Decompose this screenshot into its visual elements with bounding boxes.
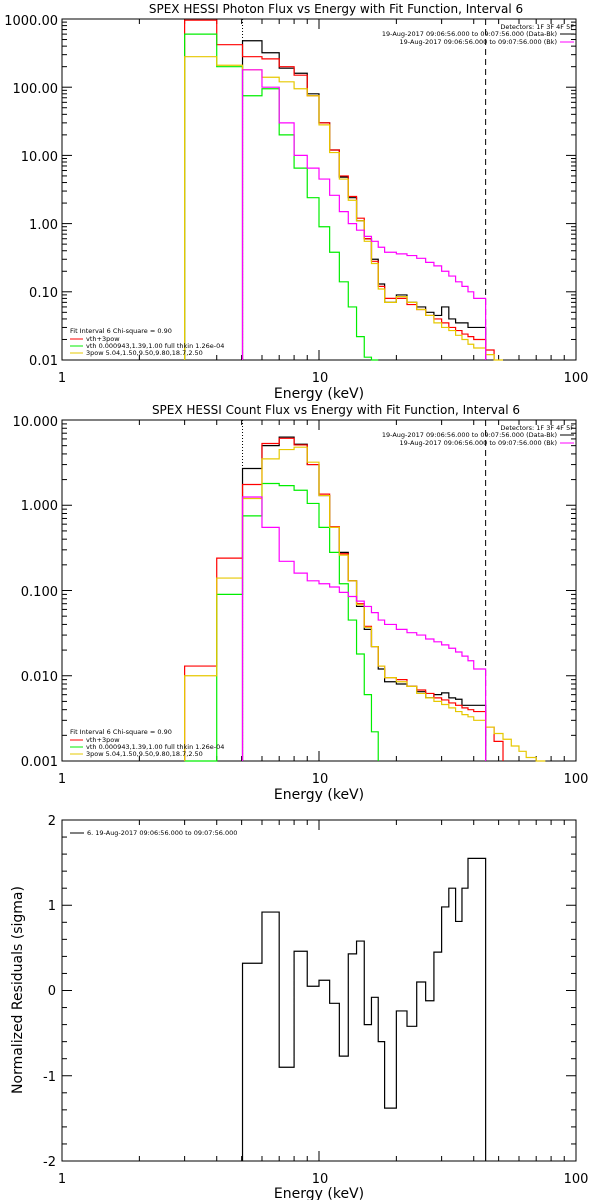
photon-flux-legend-bottom: Fit Interval 6 Chi-square = 0.90 vth+3po… bbox=[70, 327, 224, 357]
residuals-plot-frame bbox=[61, 819, 577, 1162]
count-flux-legend-top: Detectors: 1F 3F 4F 5F 19-Aug-2017 09:06… bbox=[382, 424, 574, 447]
residuals-ytick-label: 2 bbox=[48, 814, 56, 829]
legend-entry-label: 19-Aug-2017 09:06:56.000 to 09:07:56.000… bbox=[382, 30, 557, 38]
photon-flux-xaxis-label: Energy (keV) bbox=[274, 386, 364, 402]
count-flux-ytick-label: 0.100 bbox=[21, 585, 58, 600]
residuals-xaxis-label: Energy (keV) bbox=[274, 1186, 364, 1200]
photon-flux-legend-top: Detectors: 1F 3F 4F 5F 19-Aug-2017 09:06… bbox=[382, 23, 574, 46]
count-flux-xaxis-label: Energy (keV) bbox=[274, 787, 364, 803]
residuals-xtick-label: 10 bbox=[312, 1172, 329, 1187]
count-flux-panel: SPEX HESSI Count Flux vs Energy with Fit… bbox=[13, 403, 589, 803]
residuals-legend: 6. 19-Aug-2017 09:06:56.000 to 09:07:56.… bbox=[70, 829, 237, 837]
legend-header: Fit Interval 6 Chi-square = 0.90 bbox=[70, 327, 172, 335]
count-flux-series-line-2 bbox=[184, 482, 379, 762]
photon-flux-ytick-label: 100.00 bbox=[13, 82, 59, 97]
photon-flux-series-line-2 bbox=[184, 33, 379, 361]
count-flux-xtick-label: 10 bbox=[312, 772, 329, 787]
photon-flux-series-line-4 bbox=[241, 69, 487, 360]
photon-flux-series-line-3 bbox=[184, 56, 504, 361]
photon-flux-plot-frame bbox=[61, 18, 577, 361]
photon-flux-ytick-label: 10.00 bbox=[21, 150, 58, 165]
legend-entry-label: 3pow 5.04,1.50,9.50,9.80,18.7,2.50 bbox=[86, 349, 203, 357]
legend-entry-label: vth+3pow bbox=[86, 335, 120, 343]
count-flux-xtick-label: 100 bbox=[564, 772, 589, 787]
residuals-ytick-label: -1 bbox=[43, 1070, 56, 1085]
legend-entry-label: vth 0.000943,1.39,1.00 full thkin 1.26e-… bbox=[86, 743, 224, 751]
residuals-xtick-label: 1 bbox=[58, 1172, 66, 1187]
residuals-ytick-label: 0 bbox=[48, 984, 56, 999]
count-flux-ticks bbox=[61, 419, 577, 762]
photon-flux-xtick-label: 1 bbox=[58, 371, 66, 386]
count-flux-ytick-label: 0.010 bbox=[21, 670, 58, 685]
count-flux-ytick-label: 10.000 bbox=[13, 415, 59, 430]
legend-entry-label: 6. 19-Aug-2017 09:06:56.000 to 09:07:56.… bbox=[87, 829, 237, 837]
photon-flux-panel: SPEX HESSI Photon Flux vs Energy with Fi… bbox=[4, 2, 588, 402]
count-flux-xtick-label: 1 bbox=[58, 772, 66, 787]
photon-flux-series-line-1 bbox=[184, 19, 495, 360]
residuals-series-line-0 bbox=[241, 857, 487, 1161]
count-flux-series-line-4 bbox=[241, 496, 487, 761]
count-flux-ytick-label: 0.001 bbox=[21, 755, 58, 770]
residuals-ticks bbox=[61, 819, 577, 1162]
photon-flux-xtick-label: 10 bbox=[312, 371, 329, 386]
count-flux-legend-bottom: Fit Interval 6 Chi-square = 0.90 vth+3po… bbox=[70, 728, 224, 758]
count-flux-ytick-label: 1.000 bbox=[21, 499, 58, 514]
legend-entry-label: 19-Aug-2017 09:06:56.000 to 09:07:56.000… bbox=[382, 431, 557, 439]
legend-header: Detectors: 1F 3F 4F 5F bbox=[500, 23, 574, 31]
legend-header: Detectors: 1F 3F 4F 5F bbox=[500, 424, 574, 432]
residuals-panel: 1 10 100 -2 -1 0 1 2 Energy (keV) Normal… bbox=[10, 814, 588, 1200]
photon-flux-series bbox=[184, 19, 504, 361]
count-flux-title: SPEX HESSI Count Flux vs Energy with Fit… bbox=[152, 403, 520, 417]
residuals-yaxis-label: Normalized Residuals (sigma) bbox=[10, 886, 26, 1094]
residuals-ytick-label: 1 bbox=[48, 899, 56, 914]
legend-entry-label: vth 0.000943,1.39,1.00 full thkin 1.26e-… bbox=[86, 342, 224, 350]
photon-flux-ytick-label: 1000.00 bbox=[4, 14, 58, 29]
count-flux-series bbox=[184, 436, 546, 762]
legend-entry-label: 19-Aug-2017 09:06:56.000 to 09:07:56.000… bbox=[400, 439, 557, 447]
photon-flux-title: SPEX HESSI Photon Flux vs Energy with Fi… bbox=[149, 2, 523, 16]
residuals-series bbox=[241, 857, 487, 1161]
photon-flux-ytick-label: 1.00 bbox=[29, 218, 58, 233]
photon-flux-ytick-label: 0.10 bbox=[29, 286, 58, 301]
residuals-xtick-label: 100 bbox=[564, 1172, 589, 1187]
count-flux-series-line-1 bbox=[184, 437, 504, 761]
count-flux-reference-lines bbox=[242, 420, 487, 761]
count-flux-series-line-3 bbox=[184, 446, 546, 762]
legend-entry-label: 19-Aug-2017 09:06:56.000 to 09:07:56.000… bbox=[400, 38, 557, 46]
photon-flux-ytick-label: 0.01 bbox=[29, 354, 58, 369]
residuals-ytick-label: -2 bbox=[43, 1155, 56, 1170]
legend-header: Fit Interval 6 Chi-square = 0.90 bbox=[70, 728, 172, 736]
photon-flux-ticks bbox=[61, 18, 577, 361]
photon-flux-xtick-label: 100 bbox=[564, 371, 589, 386]
legend-entry-label: vth+3pow bbox=[86, 736, 120, 744]
legend-entry-label: 3pow 5.04,1.50,9.50,9.80,18.7,2.50 bbox=[86, 750, 203, 758]
